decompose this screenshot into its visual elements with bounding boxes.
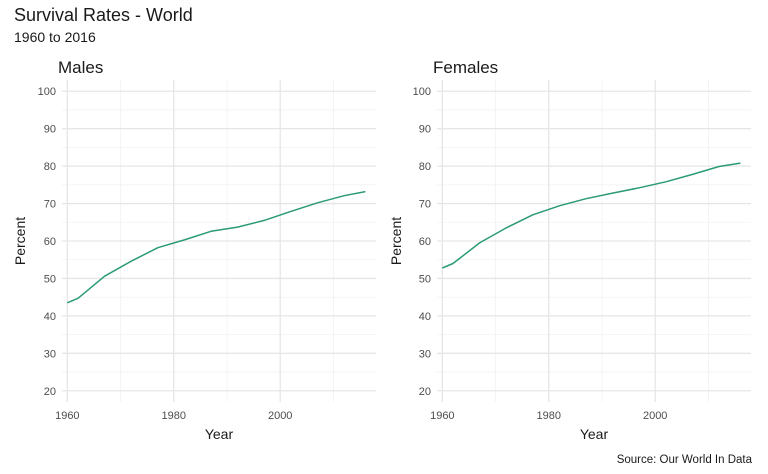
y-tick-label: 50 bbox=[44, 273, 56, 285]
x-tick-label: 1960 bbox=[430, 410, 454, 422]
y-tick-label: 20 bbox=[44, 386, 56, 398]
y-tick-label: 40 bbox=[419, 311, 431, 323]
y-axis-title: Percent bbox=[12, 217, 28, 265]
x-tick-label: 1980 bbox=[162, 410, 186, 422]
y-tick-label: 30 bbox=[419, 348, 431, 360]
y-tick-label: 50 bbox=[419, 273, 431, 285]
x-tick-label: 1960 bbox=[55, 410, 79, 422]
chart-title: Survival Rates - World bbox=[14, 5, 193, 25]
series-line bbox=[67, 190, 366, 304]
y-tick-label: 20 bbox=[419, 386, 431, 398]
panel-title: Males bbox=[58, 58, 103, 77]
y-tick-label: 100 bbox=[38, 86, 56, 98]
y-tick-label: 60 bbox=[44, 236, 56, 248]
panel-title: Females bbox=[433, 58, 498, 77]
x-tick-label: 2000 bbox=[643, 410, 667, 422]
source-caption: Source: Our World In Data bbox=[616, 454, 752, 466]
y-tick-label: 100 bbox=[413, 86, 431, 98]
chart-panel-1: 20 30 40 50 60 70 80 90 100 1960 1980 2000 Males Year… bbox=[12, 58, 376, 442]
x-axis-title: Year bbox=[205, 426, 234, 442]
y-tick-label: 40 bbox=[44, 311, 56, 323]
y-tick-label: 70 bbox=[44, 199, 56, 211]
y-tick-label: 70 bbox=[419, 199, 431, 211]
y-tick-label: 90 bbox=[419, 124, 431, 136]
y-tick-label: 80 bbox=[44, 161, 56, 173]
y-tick-label: 90 bbox=[44, 124, 56, 136]
x-tick-label: 2000 bbox=[268, 410, 292, 422]
chart-subtitle: 1960 to 2016 bbox=[14, 29, 96, 45]
x-tick-label: 1980 bbox=[537, 410, 561, 422]
y-tick-label: 60 bbox=[419, 236, 431, 248]
series-line bbox=[442, 162, 741, 269]
x-axis-title: Year bbox=[580, 426, 609, 442]
y-tick-label: 30 bbox=[44, 348, 56, 360]
y-axis-title: Percent bbox=[388, 217, 404, 265]
y-tick-label: 80 bbox=[419, 161, 431, 173]
chart-panel-2: 20 30 40 50 60 70 80 90 100 1960 1980 2000 Females Ye… bbox=[388, 58, 751, 442]
